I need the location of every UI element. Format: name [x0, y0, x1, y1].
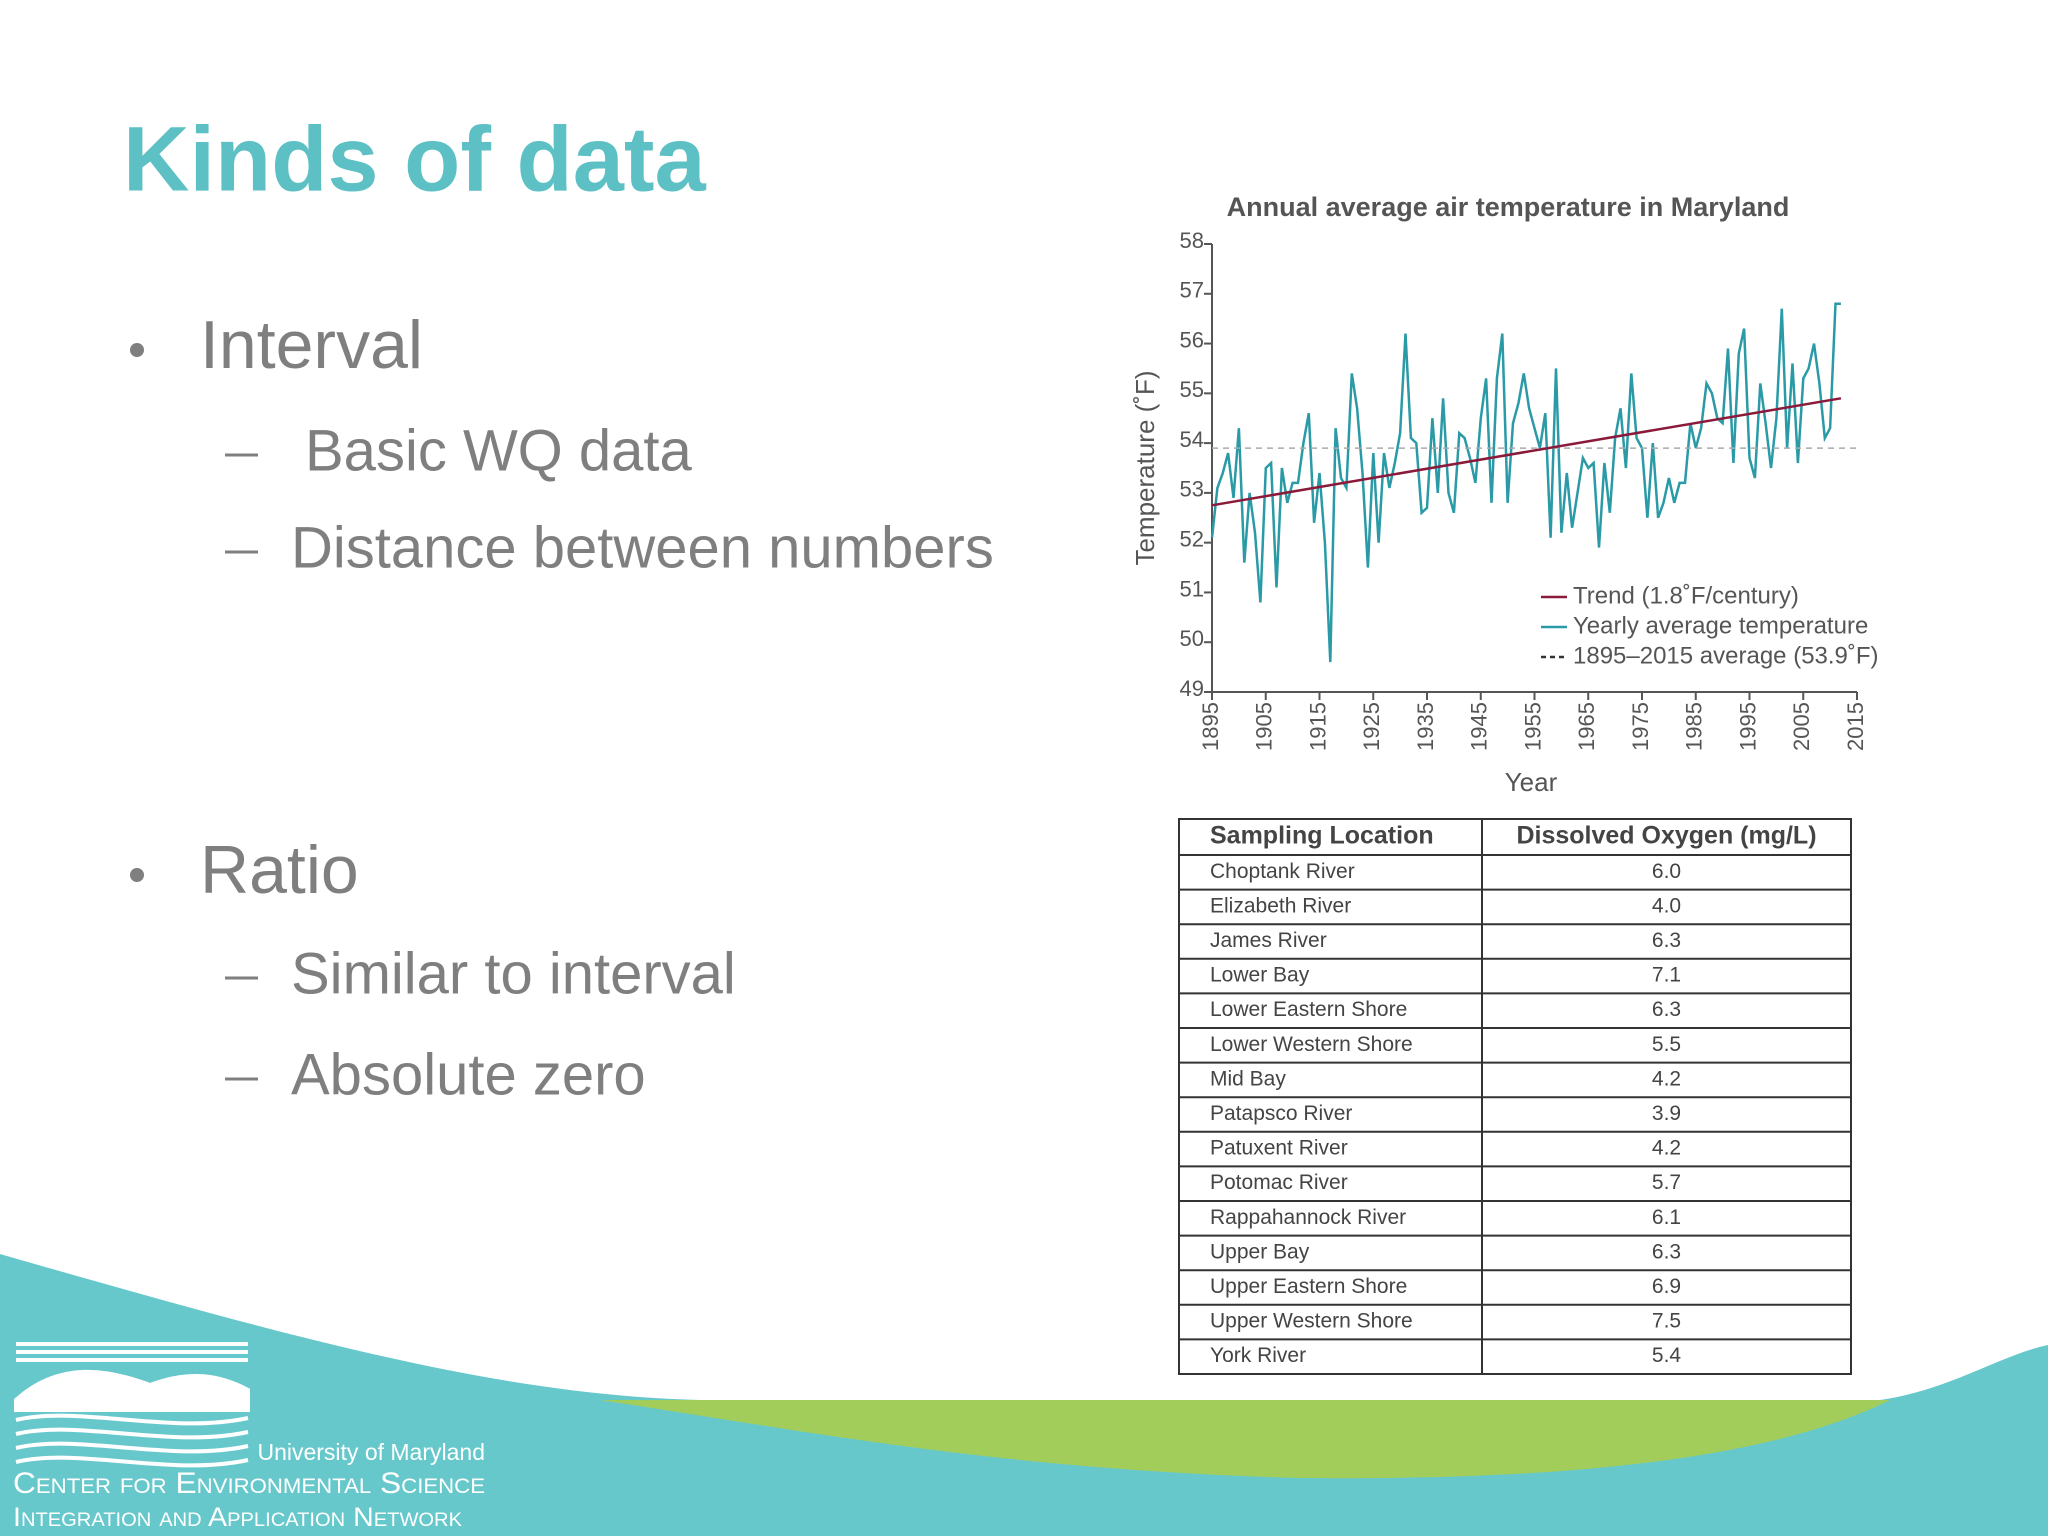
table-cell: Lower Western Shore	[1210, 1033, 1413, 1056]
table-cell: Upper Western Shore	[1210, 1310, 1413, 1333]
table-cell: 4.2	[1652, 1067, 1681, 1090]
table-cell: 4.0	[1652, 894, 1681, 917]
table-header: Dissolved Oxygen (mg/L)	[1516, 822, 1816, 850]
logo-line: Center for Environmental Science	[13, 1467, 485, 1500]
y-tick-label: 50	[1180, 626, 1204, 651]
x-tick-label: 1955	[1520, 702, 1545, 751]
table-cell: Lower Eastern Shore	[1210, 998, 1407, 1021]
table-cell: 5.5	[1652, 1033, 1681, 1056]
x-tick-label: 1945	[1467, 702, 1492, 751]
table-cell: 6.3	[1652, 1240, 1681, 1263]
x-tick-label: 1965	[1574, 702, 1599, 751]
y-axis-label: Temperature (˚F)	[1130, 370, 1160, 565]
sub-bullet-text: Similar to interval	[291, 941, 736, 1006]
bullet-text: Ratio	[200, 832, 359, 908]
y-tick-label: 49	[1180, 676, 1204, 701]
y-tick-label: 57	[1180, 278, 1204, 303]
sub-bullet-text: Distance between numbers	[291, 515, 994, 580]
table-cell: Rappahannock River	[1210, 1206, 1406, 1229]
chart: Annual average air temperature in Maryla…	[1130, 192, 1879, 797]
table-cell: 6.3	[1652, 998, 1681, 1021]
table-cell: 3.9	[1652, 1102, 1681, 1125]
x-tick-label: 1935	[1413, 702, 1438, 751]
table-cell: 6.1	[1652, 1206, 1681, 1229]
legend-label: 1895–2015 average (53.9˚F)	[1573, 642, 1879, 669]
table-cell: James River	[1210, 929, 1327, 952]
sub-bullet-text: Basic WQ data	[305, 418, 693, 483]
table-cell: 7.1	[1652, 964, 1681, 987]
y-tick-label: 54	[1180, 427, 1204, 452]
legend-label: Trend (1.8˚F/century)	[1573, 582, 1799, 609]
x-tick-label: 2005	[1789, 702, 1814, 751]
chart-title: Annual average air temperature in Maryla…	[1227, 192, 1790, 222]
x-axis-label: Year	[1505, 767, 1558, 797]
table-cell: Potomac River	[1210, 1171, 1348, 1194]
table-cell: 6.0	[1652, 860, 1681, 883]
table-cell: Upper Eastern Shore	[1210, 1275, 1407, 1298]
series-line	[1210, 302, 1841, 663]
x-tick-label: 1975	[1628, 702, 1653, 751]
legend-label: Yearly average temperature	[1573, 612, 1868, 639]
table-cell: 7.5	[1652, 1310, 1681, 1333]
x-tick-label: 1915	[1305, 702, 1330, 751]
table-cell: 6.3	[1652, 929, 1681, 952]
table-cell: Patapsco River	[1210, 1102, 1352, 1125]
table-cell: Patuxent River	[1210, 1137, 1348, 1160]
x-tick-label: 2015	[1843, 702, 1868, 751]
table-header: Sampling Location	[1210, 822, 1434, 850]
x-tick-label: 1905	[1252, 702, 1277, 751]
bullet-dot	[130, 343, 144, 357]
y-tick-label: 58	[1180, 228, 1204, 253]
y-tick-label: 55	[1180, 377, 1204, 402]
y-tick-label: 51	[1180, 576, 1204, 601]
x-tick-label: 1925	[1359, 702, 1384, 751]
table-cell: Choptank River	[1210, 860, 1355, 883]
table-cell: Elizabeth River	[1210, 894, 1351, 917]
green-band	[600, 1400, 1890, 1479]
x-tick-label: 1985	[1682, 702, 1707, 751]
logo-line: Integration and Application Network	[13, 1502, 462, 1532]
y-tick-label: 53	[1180, 477, 1204, 502]
y-tick-label: 56	[1180, 327, 1204, 352]
x-tick-label: 1895	[1198, 702, 1223, 751]
x-tick-label: 1995	[1735, 702, 1760, 751]
logo-line: University of Maryland	[257, 1439, 485, 1465]
table-cell: Mid Bay	[1210, 1067, 1286, 1090]
bullet-text: Interval	[200, 307, 423, 383]
series-line	[1211, 397, 1842, 507]
table-cell: 4.2	[1652, 1137, 1681, 1160]
slide-title: Kinds of data	[123, 108, 707, 210]
table-cell: 5.4	[1652, 1344, 1682, 1367]
table-cell: Lower Bay	[1210, 964, 1310, 987]
sub-bullet-text: Absolute zero	[291, 1042, 646, 1107]
y-tick-label: 52	[1180, 526, 1204, 551]
table-cell: 6.9	[1652, 1275, 1681, 1298]
table-cell: Upper Bay	[1210, 1240, 1310, 1263]
logo-mark	[14, 1342, 250, 1468]
bullet-dot	[130, 868, 144, 882]
table-cell: York River	[1210, 1344, 1306, 1367]
table-cell: 5.7	[1652, 1171, 1681, 1194]
